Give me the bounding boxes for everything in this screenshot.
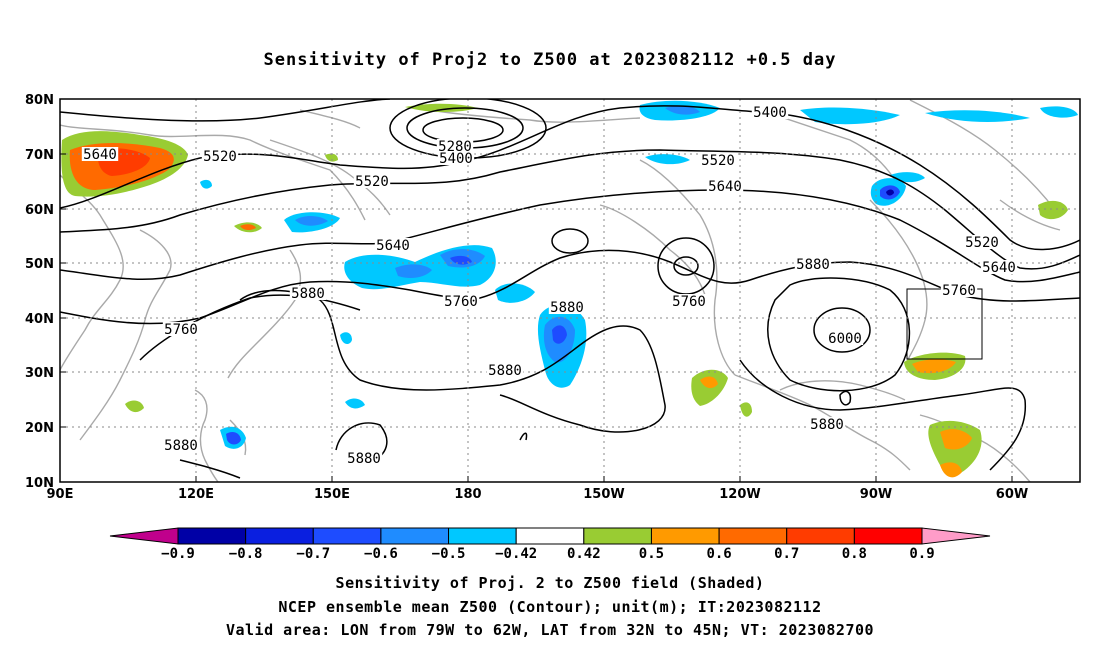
contour-label: 5520 xyxy=(355,174,389,190)
lon-label: 120E xyxy=(178,487,214,502)
colorbar-label: −0.42 xyxy=(495,546,537,562)
contour-label: 5880 xyxy=(164,438,198,454)
contour-label: 5640 xyxy=(376,238,410,254)
contour-label: 5760 xyxy=(942,283,976,299)
contour-label-bg xyxy=(751,105,789,119)
colorbar-box xyxy=(380,527,450,545)
lon-label: 90W xyxy=(860,487,892,502)
lat-label: 70N xyxy=(25,148,54,163)
contour-label: 5880 xyxy=(488,363,522,379)
contour-label: 5760 xyxy=(444,294,478,310)
contour-label: 5880 xyxy=(550,300,584,316)
colorbar-label: 0.42 xyxy=(567,546,601,562)
colorbar-box xyxy=(177,527,247,545)
colorbar-label: 0.9 xyxy=(909,546,934,562)
contour-label: 5880 xyxy=(810,417,844,433)
colorbar-box xyxy=(853,527,923,545)
contour-label: 5880 xyxy=(347,451,381,467)
colorbar-label: −0.8 xyxy=(229,546,263,562)
contour-label: 5640 xyxy=(708,179,742,195)
contour-label-bg xyxy=(548,300,586,314)
contour-label-bg xyxy=(699,153,737,167)
caption-line-3: Valid area: LON from 79W to 62W, LAT fro… xyxy=(225,621,875,639)
contour-label: 5640 xyxy=(982,260,1016,276)
lat-label: 20N xyxy=(25,421,54,436)
lat-label: 80N xyxy=(25,93,54,108)
colorbar-box xyxy=(448,527,517,545)
contour-label-bg xyxy=(437,151,475,165)
map-border xyxy=(59,98,1081,483)
plot-title: Sensitivity of Proj2 to Z500 at 20230821… xyxy=(263,50,837,70)
contour-label: 5520 xyxy=(965,235,999,251)
caption-line-1: Sensitivity of Proj. 2 to Z500 field (Sh… xyxy=(335,574,765,592)
colorbar-label: −0.9 xyxy=(161,546,195,562)
contour-label-bg xyxy=(162,322,200,336)
contour-label-bg xyxy=(374,238,412,252)
contour-label-bg xyxy=(826,331,864,345)
lat-label: 60N xyxy=(25,203,54,218)
contour-label-bg xyxy=(794,257,832,271)
contour-label: 5520 xyxy=(701,153,735,169)
lon-label: 60W xyxy=(996,487,1028,502)
contour-label-bg xyxy=(963,235,1001,249)
contour-label: 5400 xyxy=(439,151,473,167)
lon-label: 90E xyxy=(47,487,74,502)
contour-label: 5760 xyxy=(164,322,198,338)
colorbar: −0.9 −0.8 −0.7 −0.6 −0.5 −0.42 0.42 0.5 0.6 0.7 0.… xyxy=(109,527,991,562)
colorbar-box xyxy=(786,527,855,545)
lat-label: 40N xyxy=(25,312,54,327)
contour-label-bg xyxy=(442,294,480,308)
contour-label-bg xyxy=(670,294,708,308)
coastlines xyxy=(60,99,1061,482)
colorbar-low-end xyxy=(109,527,179,545)
lat-label: 30N xyxy=(25,366,54,381)
contour-label-bg xyxy=(201,149,239,163)
longitude-labels: 90E 120E 150E 180 150W 120W 90W 60W xyxy=(47,487,1029,502)
colorbar-high-end xyxy=(921,527,991,545)
contour-label-bg xyxy=(81,147,119,161)
latitude-labels: 80N 70N 60N 50N 40N 30N 20N 10N xyxy=(25,93,54,491)
contour-label-bg xyxy=(289,286,327,300)
colorbar-box xyxy=(312,527,382,545)
lon-label: 150E xyxy=(314,487,350,502)
colorbar-box xyxy=(718,527,788,545)
tick-marks xyxy=(59,98,1013,483)
contour-label-bg xyxy=(436,139,474,153)
colorbar-box xyxy=(515,527,585,545)
colorbar-box xyxy=(245,527,314,545)
colorbar-label: 0.5 xyxy=(639,546,664,562)
colorbar-label: −0.7 xyxy=(296,546,330,562)
contour-labels: 5640 552052805400552054005520564055205640… xyxy=(81,105,1018,467)
colorbar-box xyxy=(583,527,652,545)
contour-label: 5880 xyxy=(796,257,830,273)
contour-label-bg xyxy=(980,260,1018,274)
contour-label-bg xyxy=(808,417,846,431)
contour-label: 5760 xyxy=(672,294,706,310)
colorbar-label: −0.6 xyxy=(364,546,398,562)
contour-label: 6000 xyxy=(828,331,862,347)
contour-label: 5400 xyxy=(753,105,787,121)
lat-label: 10N xyxy=(25,476,54,491)
lon-label: 150W xyxy=(583,487,624,502)
colorbar-label: 0.8 xyxy=(842,546,867,562)
contour-label: 5640 xyxy=(83,147,117,163)
lon-label: 120W xyxy=(719,487,760,502)
contour-label-bg xyxy=(940,283,978,297)
contour-label: 5880 xyxy=(291,286,325,302)
colorbar-label: 0.7 xyxy=(774,546,799,562)
colorbar-label: 0.6 xyxy=(706,546,731,562)
contour-label-bg xyxy=(706,179,744,193)
colorbar-label: −0.5 xyxy=(432,546,466,562)
lon-label: 180 xyxy=(454,487,481,502)
contour-label-bg xyxy=(486,363,524,377)
contour-label: 5520 xyxy=(203,149,237,165)
colorbar-box xyxy=(650,527,720,545)
contour-label-bg xyxy=(353,174,391,188)
lat-label: 50N xyxy=(25,257,54,272)
caption-line-2: NCEP ensemble mean Z500 (Contour); unit(… xyxy=(278,598,822,616)
contour-label-bg xyxy=(162,438,200,452)
contour-label-bg xyxy=(345,451,383,465)
